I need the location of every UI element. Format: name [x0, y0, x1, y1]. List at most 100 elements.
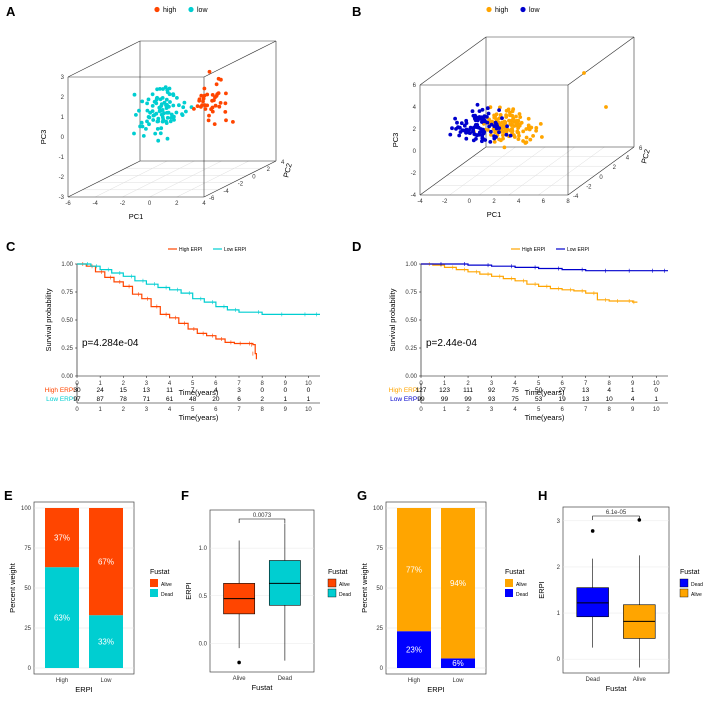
point-high — [512, 135, 517, 139]
x-tick-label: Low — [452, 678, 464, 684]
x-axis-title: PC1 — [487, 210, 502, 219]
x-tick-label: 3 — [145, 381, 149, 387]
point-high — [509, 127, 514, 132]
risk-count: 3 — [237, 387, 241, 394]
point-low — [508, 133, 513, 138]
x-tick-label: -2 — [442, 199, 448, 205]
point-low — [481, 115, 486, 120]
point-low — [473, 123, 478, 127]
panel-a-3d-pca: high low -6 -4 -2 0 2 4 PC1 -3 -2 -1 0 1 2 3 PC3 -6 -4 -2 0 2… — [39, 6, 294, 221]
risk-count: 61 — [166, 396, 174, 403]
significance-bracket — [592, 515, 640, 520]
y-tick-label: -2 — [59, 175, 65, 181]
risk-count: 48 — [189, 396, 197, 403]
floor-grid-line — [95, 160, 168, 198]
point-high — [524, 140, 529, 145]
point-low — [464, 136, 469, 141]
legend-key-alive — [505, 579, 513, 587]
risk-row-label: Low ERPI — [390, 396, 419, 403]
point-high — [516, 137, 521, 142]
legend-key-alive — [150, 579, 158, 587]
point-high — [202, 93, 207, 98]
risk-count: 4 — [214, 387, 218, 394]
point-low — [467, 128, 471, 132]
point-low — [480, 120, 484, 124]
x-tick-label: 4 — [513, 381, 517, 387]
point-low — [483, 138, 488, 142]
point-high — [510, 122, 514, 127]
risk-x-tick-label: 6 — [214, 407, 218, 413]
y-tick-label: 0.75 — [405, 290, 417, 296]
point-low — [151, 118, 156, 122]
bar-label-alive: 37% — [54, 534, 70, 543]
point-low — [167, 86, 172, 91]
point-low — [489, 122, 494, 127]
legend-label: Alive — [339, 582, 350, 588]
point-low — [168, 100, 172, 104]
point-low — [477, 109, 482, 113]
point-low — [492, 136, 497, 141]
point-high — [192, 107, 196, 111]
point-high — [224, 91, 228, 96]
risk-count: 50 — [535, 387, 543, 394]
point-high — [197, 98, 202, 103]
y-axis-title: Survival probability — [388, 288, 397, 351]
y-tick-label: 0 — [413, 149, 417, 155]
risk-x-tick-label: 0 — [75, 407, 79, 413]
point-low — [165, 90, 170, 95]
point-low — [150, 92, 155, 97]
point-low — [479, 127, 483, 131]
risk-count: 13 — [582, 387, 590, 394]
point-high — [217, 104, 222, 109]
y-tick-label: 2 — [557, 565, 561, 571]
panel-f-boxplot: 0.0 0.5 1.0 Alive Dead 0.0073 Fustat ERPI Fustat… — [184, 509, 351, 692]
legend-key-dead — [150, 589, 158, 597]
point-high — [604, 105, 608, 109]
risk-count: 1 — [654, 396, 658, 403]
panel-label-g: G — [357, 488, 367, 503]
legend-title: Fustat — [505, 569, 525, 576]
significance-bracket — [238, 518, 286, 523]
risk-count: 7 — [191, 387, 195, 394]
y-tick-label: -4 — [411, 193, 417, 199]
legend-label: Alive — [691, 592, 702, 598]
y-tick-label: 50 — [376, 586, 383, 592]
point-low — [161, 87, 165, 91]
point-high — [521, 139, 525, 143]
legend-label: Dead — [161, 592, 173, 598]
z-axis-title: PC2 — [639, 148, 651, 164]
legend-key-high — [486, 6, 492, 13]
point-high — [538, 122, 543, 126]
x-tick-label: Alive — [233, 676, 247, 682]
y-tick-label: 0 — [28, 666, 32, 672]
risk-x-tick-label: 0 — [419, 407, 423, 413]
y-tick-label: 6 — [413, 83, 417, 89]
x-tick-label: 9 — [284, 381, 288, 387]
y-tick-label: 0.00 — [405, 374, 417, 380]
y-tick-label: 75 — [24, 546, 31, 552]
point-high — [517, 133, 521, 138]
point-high — [582, 71, 586, 75]
point-high — [203, 107, 208, 111]
x-tick-label: 8 — [608, 381, 612, 387]
y-tick-label: 25 — [376, 626, 383, 632]
point-low — [460, 128, 465, 133]
y-axis-title: Survival probability — [44, 288, 53, 351]
z-tick-label: 6 — [639, 146, 643, 152]
x-tick-label: 4 — [517, 199, 521, 205]
point-high — [214, 82, 219, 87]
risk-count: 53 — [535, 396, 543, 403]
point-high — [493, 130, 497, 135]
y-tick-label: 0 — [557, 657, 561, 663]
point-low — [184, 109, 188, 114]
point-high — [199, 105, 203, 109]
point-low — [158, 131, 163, 136]
risk-x-tick-label: 7 — [237, 407, 241, 413]
risk-row-label: Low ERPI — [46, 396, 75, 403]
x-tick-label: 9 — [631, 381, 635, 387]
point-low — [159, 102, 164, 107]
bar-alive-High — [45, 508, 79, 568]
point-low — [177, 103, 181, 108]
x-tick-label: 2 — [122, 381, 126, 387]
